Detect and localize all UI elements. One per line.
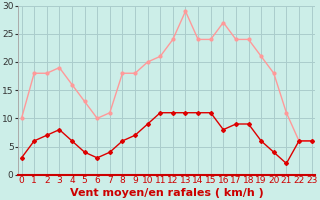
X-axis label: Vent moyen/en rafales ( km/h ): Vent moyen/en rafales ( km/h ) — [70, 188, 263, 198]
